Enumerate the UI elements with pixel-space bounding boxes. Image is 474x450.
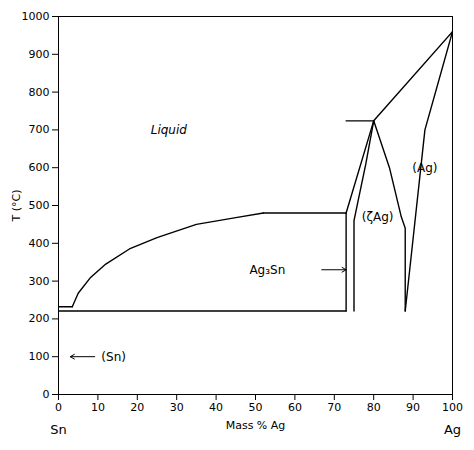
svg-text:30: 30	[170, 401, 184, 414]
svg-text:500: 500	[29, 199, 50, 212]
svg-text:T (°C): T (°C)	[10, 190, 23, 223]
svg-text:10: 10	[91, 401, 105, 414]
svg-text:(Ag): (Ag)	[412, 161, 437, 175]
svg-text:300: 300	[29, 275, 50, 288]
svg-text:Mass % Ag: Mass % Ag	[226, 419, 286, 432]
svg-text:400: 400	[29, 237, 50, 250]
svg-text:Ag: Ag	[444, 422, 461, 437]
svg-text:20: 20	[130, 401, 144, 414]
svg-text:600: 600	[29, 161, 50, 174]
svg-text:1000: 1000	[22, 10, 50, 23]
svg-text:60: 60	[288, 401, 302, 414]
svg-text:200: 200	[29, 312, 50, 325]
svg-text:Sn: Sn	[50, 422, 67, 437]
svg-text:80: 80	[367, 401, 381, 414]
svg-text:70: 70	[327, 401, 341, 414]
svg-text:(Sn): (Sn)	[101, 350, 126, 364]
svg-text:700: 700	[29, 123, 50, 136]
svg-text:0: 0	[43, 388, 50, 401]
svg-text:Liquid: Liquid	[151, 123, 188, 137]
svg-text:900: 900	[29, 48, 50, 61]
svg-text:Ag₃Sn: Ag₃Sn	[249, 263, 285, 277]
svg-text:(ζAg): (ζAg)	[362, 210, 394, 224]
svg-text:0: 0	[55, 401, 62, 414]
svg-text:50: 50	[249, 401, 263, 414]
svg-text:800: 800	[29, 86, 50, 99]
svg-text:90: 90	[406, 401, 420, 414]
svg-text:100: 100	[442, 401, 463, 414]
svg-text:40: 40	[209, 401, 223, 414]
svg-text:100: 100	[29, 350, 50, 363]
